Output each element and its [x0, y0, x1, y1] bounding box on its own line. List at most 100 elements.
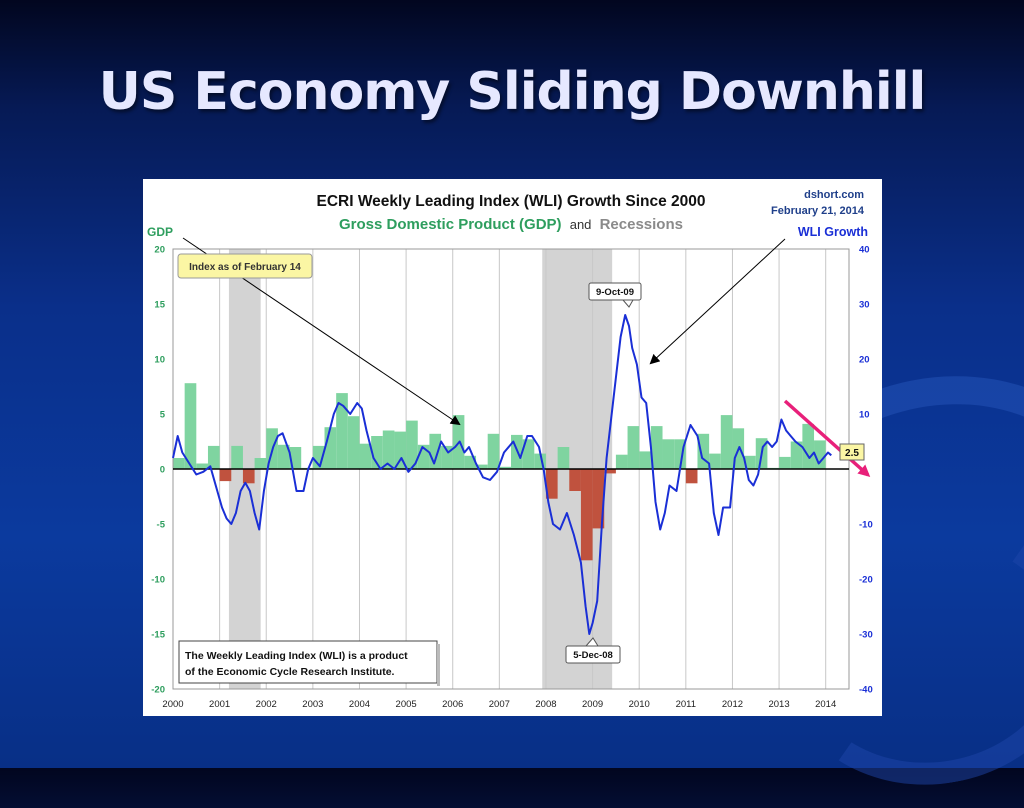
left-tick-label: 20	[154, 245, 165, 256]
x-tick-label: 2005	[396, 699, 417, 710]
gdp-bar	[347, 416, 360, 469]
index-date-box	[177, 253, 313, 279]
gdp-bar	[394, 431, 407, 469]
trough-callout-pointer	[584, 637, 599, 647]
gdp-bar	[627, 426, 640, 469]
right-tick-label: 30	[859, 300, 870, 311]
x-tick-label: 2004	[349, 699, 370, 710]
gdp-bar	[476, 464, 488, 469]
wli-pointer-arrow	[649, 238, 786, 365]
chart-title: ECRI Weekly Leading Index (WLI) Growth S…	[316, 193, 705, 210]
gdp-bar	[336, 393, 348, 469]
gdp-bar	[429, 433, 442, 469]
left-tick-label: -20	[151, 685, 165, 696]
gdp-bar	[173, 458, 185, 469]
gdp-bar	[604, 469, 616, 474]
chart-frame: 20 15 10 5 0 -5 -10 -15 -20 40 30 20 10 -10 -20 -30 -40…	[143, 179, 882, 716]
right-tick-label: -30	[859, 630, 873, 641]
chart-subtitle: Gross Domestic Product (GDP) and Recessi…	[339, 216, 683, 233]
source-label: dshort.com	[804, 189, 864, 201]
gdp-bar	[802, 423, 815, 469]
gdp-bar	[242, 469, 255, 484]
note-line-2: of the Economic Cycle Research Institute…	[185, 666, 395, 678]
gdp-bar	[487, 433, 500, 469]
gdp-bar	[709, 453, 721, 469]
wli-growth-line	[172, 314, 832, 635]
gdp-bar	[312, 445, 325, 469]
x-tick-label: 2006	[442, 699, 463, 710]
gdp-bar	[534, 453, 546, 469]
gdp-bar	[406, 420, 418, 469]
x-tick-label: 2011	[676, 699, 696, 710]
gdp-bar	[499, 466, 511, 469]
current-value-label: 2.5	[845, 448, 859, 459]
gdp-bar	[639, 451, 651, 469]
downhill-trend-arrow	[783, 399, 871, 477]
left-tick-label: -5	[157, 520, 166, 531]
gdp-bar	[324, 427, 337, 469]
gdp-bar	[382, 430, 395, 469]
x-tick-label: 2008	[535, 699, 556, 710]
gdp-bar	[674, 439, 686, 469]
x-tick-label: 2001	[209, 699, 230, 710]
note-line-1: The Weekly Leading Index (WLI) is a prod…	[185, 650, 408, 662]
gdp-bar	[464, 455, 477, 469]
gdp-bar	[650, 426, 663, 469]
peak-callout-pointer	[621, 299, 634, 308]
gdp-bar	[557, 447, 570, 469]
left-tick-label: -10	[151, 575, 165, 586]
x-tick-label: 2003	[302, 699, 323, 710]
gdp-bar	[545, 469, 558, 499]
gdp-bar	[697, 433, 710, 469]
right-tick-label: -40	[859, 685, 873, 696]
gdp-bar	[359, 443, 372, 469]
x-tick-label: 2007	[489, 699, 510, 710]
gdp-bar	[592, 469, 605, 529]
slide-title: US Economy Sliding Downhill	[98, 62, 927, 122]
peak-label: 9-Oct-09	[596, 287, 634, 298]
x-tick-label: 2013	[768, 699, 789, 710]
gdp-bar	[277, 444, 290, 469]
note-box	[178, 640, 438, 684]
date-label: February 21, 2014	[771, 205, 865, 217]
peak-callout	[588, 282, 642, 301]
subtitle-and: and	[570, 217, 592, 232]
x-tick-label: 2009	[582, 699, 603, 710]
gdp-bar	[744, 455, 756, 469]
gdp-bar	[814, 440, 826, 469]
right-tick-label: 20	[859, 355, 870, 366]
left-tick-label: 15	[154, 300, 165, 311]
gdp-bar	[417, 444, 430, 469]
gdp-bar	[662, 439, 675, 469]
gdp-bar	[790, 441, 803, 469]
left-tick-label: 5	[160, 410, 166, 421]
gdp-bar	[685, 469, 698, 484]
gdp-bar	[371, 436, 383, 469]
current-value-badge	[839, 443, 865, 461]
subtitle-gdp: Gross Domestic Product (GDP)	[339, 216, 562, 233]
gdp-bar	[254, 458, 267, 469]
gdp-axis-label: GDP	[147, 225, 173, 239]
left-tick-label: -15	[151, 630, 165, 641]
gdp-bar	[779, 456, 791, 469]
right-tick-label: -20	[859, 575, 873, 586]
gdp-bar	[289, 447, 302, 469]
right-tick-label: -10	[859, 520, 873, 531]
x-tick-label: 2000	[162, 699, 183, 710]
gdp-bar	[219, 469, 232, 482]
gdp-bar	[522, 439, 535, 469]
gdp-bar	[231, 445, 243, 469]
gdp-bar	[569, 469, 581, 491]
x-tick-label: 2014	[815, 699, 836, 710]
gdp-bar	[720, 415, 733, 469]
gdp-bar	[615, 454, 628, 469]
note-box-shadow	[437, 644, 440, 686]
gdp-bar	[207, 445, 220, 469]
gdp-bar	[196, 463, 208, 469]
wli-axis-label: WLI Growth	[798, 225, 868, 239]
left-tick-label: 10	[154, 355, 165, 366]
x-tick-label: 2010	[629, 699, 650, 710]
gdp-bar	[441, 445, 453, 469]
subtitle-recessions: Recessions	[600, 216, 683, 233]
